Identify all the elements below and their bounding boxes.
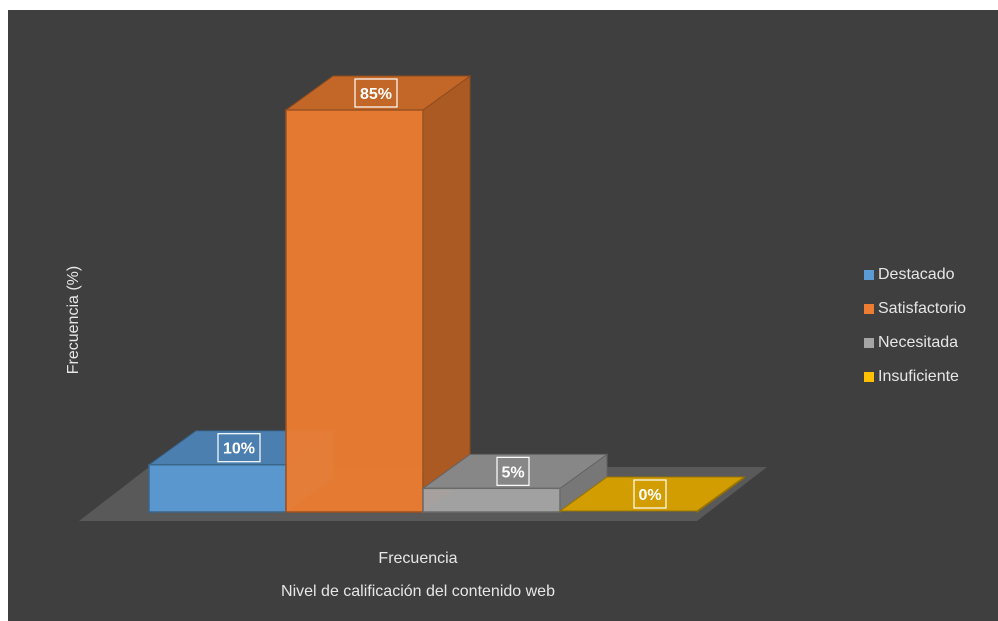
bar-side-satisfactorio [422, 75, 471, 513]
legend-swatch [864, 338, 874, 348]
legend-label: Destacado [878, 266, 955, 283]
bar-destacado [148, 463, 287, 513]
data-label-box-destacado [217, 433, 261, 463]
x-axis-category-label: Frecuencia [378, 550, 458, 567]
data-label-box-necesitada [496, 456, 530, 486]
x-axis-title: Nivel de calificación del contenido web [281, 583, 555, 600]
legend: Destacado Satisfactorio Necesitada Insuf… [864, 258, 966, 394]
legend-label: Necesitada [878, 334, 959, 351]
bar-necesitada [422, 487, 561, 513]
data-label-box-insuficiente [633, 479, 667, 509]
data-label-insuficiente: 0% [638, 487, 661, 504]
legend-item-satisfactorio[interactable]: Satisfactorio [864, 292, 966, 326]
legend-item-destacado[interactable]: Destacado [864, 258, 966, 292]
legend-swatch [864, 270, 874, 280]
legend-swatch [864, 304, 874, 314]
chart-plot: 10% 85% 5% 0% [79, 75, 767, 521]
chart-area: 10% 85% 5% 0% Frecuencia (%) Frecuencia Niv… [8, 10, 998, 621]
legend-item-necesitada[interactable]: Necesitada [864, 326, 966, 360]
legend-item-insuficiente[interactable]: Insuficiente [864, 360, 966, 394]
data-label-box-satisfactorio [354, 78, 398, 108]
legend-label: Insuficiente [878, 368, 959, 385]
legend-label: Satisfactorio [878, 300, 967, 317]
bar-satisfactorio [285, 109, 424, 513]
data-label-necesitada: 5% [501, 464, 524, 481]
legend-swatch [864, 372, 874, 382]
data-label-satisfactorio: 85% [360, 86, 392, 103]
y-axis-title: Frecuencia (%) [65, 265, 82, 375]
data-label-destacado: 10% [223, 441, 255, 458]
